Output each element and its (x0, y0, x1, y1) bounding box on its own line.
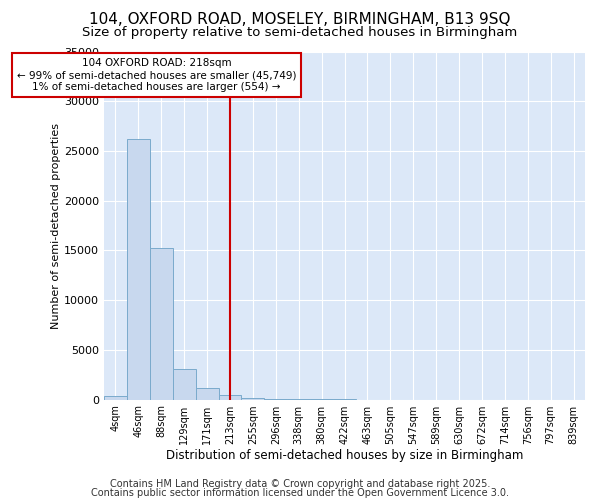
Bar (265, 399, 287, 400)
Text: Contains public sector information licensed under the Open Government Licence 3.: Contains public sector information licen… (91, 488, 509, 498)
Bar (104, 396, 127, 400)
Bar (196, 388, 218, 400)
Bar (173, 369, 196, 400)
X-axis label: Distribution of semi-detached houses by size in Birmingham: Distribution of semi-detached houses by … (166, 450, 523, 462)
Text: Size of property relative to semi-detached houses in Birmingham: Size of property relative to semi-detach… (82, 26, 518, 39)
Text: Contains HM Land Registry data © Crown copyright and database right 2025.: Contains HM Land Registry data © Crown c… (110, 479, 490, 489)
Bar (241, 398, 265, 400)
Bar (127, 139, 150, 400)
Y-axis label: Number of semi-detached properties: Number of semi-detached properties (51, 122, 61, 328)
Text: 104, OXFORD ROAD, MOSELEY, BIRMINGHAM, B13 9SQ: 104, OXFORD ROAD, MOSELEY, BIRMINGHAM, B… (89, 12, 511, 28)
Bar (150, 248, 173, 400)
Bar (218, 395, 241, 400)
Text: 104 OXFORD ROAD: 218sqm
← 99% of semi-detached houses are smaller (45,749)
1% of: 104 OXFORD ROAD: 218sqm ← 99% of semi-de… (17, 58, 296, 92)
